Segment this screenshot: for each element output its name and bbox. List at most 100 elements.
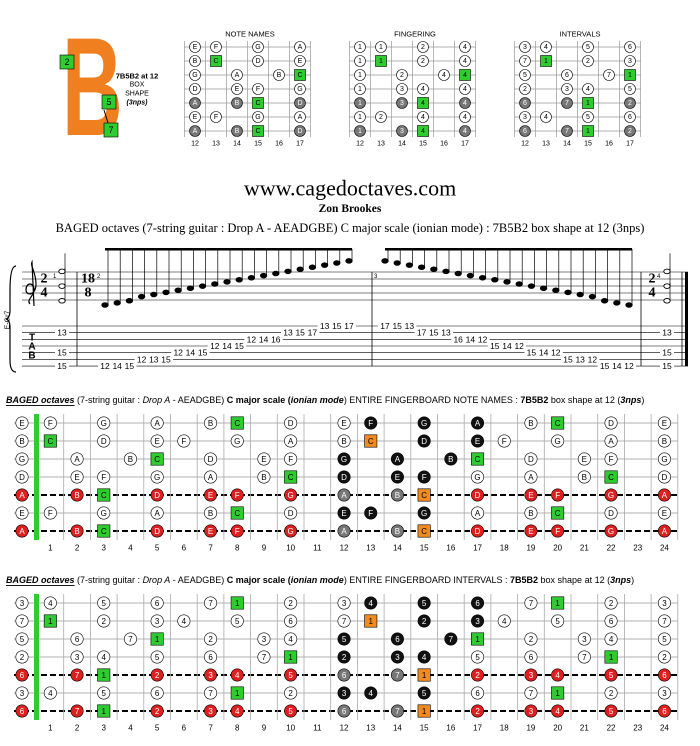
beam xyxy=(385,248,632,251)
note-marker xyxy=(230,668,244,682)
notehead xyxy=(588,293,597,300)
header-part: 3nps xyxy=(620,395,641,405)
note-marker xyxy=(123,632,137,646)
header-part: ) xyxy=(641,395,644,405)
note-label: 3 xyxy=(20,689,25,698)
note-marker xyxy=(204,416,218,430)
note-marker xyxy=(551,668,565,682)
mini-note-label: 4 xyxy=(463,114,467,121)
note-marker xyxy=(417,470,431,484)
notehead xyxy=(247,274,256,281)
tab-fret: 12 xyxy=(137,354,147,364)
note-marker xyxy=(97,686,111,700)
fret-number: 23 xyxy=(633,724,642,733)
mini-note-label: G xyxy=(192,72,197,79)
note-label: E xyxy=(662,419,667,428)
header-part: C major scale ( xyxy=(227,395,291,405)
note-label: D xyxy=(662,473,668,482)
note-marker xyxy=(390,488,404,502)
mini-note-label: 3 xyxy=(400,100,404,107)
note-marker xyxy=(15,686,29,700)
notehead xyxy=(613,300,621,306)
mini-note-marker xyxy=(459,41,471,53)
note-marker xyxy=(417,614,431,628)
note-marker xyxy=(657,524,671,538)
tab-fret: 16 xyxy=(453,334,463,344)
note-label: 6 xyxy=(155,689,160,698)
note-label: D xyxy=(341,473,347,482)
note-marker xyxy=(284,524,298,538)
note-marker xyxy=(551,686,565,700)
tab-fret: 13 xyxy=(57,328,67,338)
note-label: 5 xyxy=(155,653,160,662)
notehead xyxy=(259,272,268,279)
note-marker xyxy=(577,452,591,466)
note-marker xyxy=(604,650,618,664)
note-label: E xyxy=(582,455,587,464)
note-marker xyxy=(417,704,431,718)
tab-bg xyxy=(110,362,125,370)
mini-note-marker xyxy=(294,111,306,123)
note-label: B xyxy=(261,473,266,482)
note-label: F xyxy=(555,491,560,500)
note-label: C xyxy=(475,455,481,464)
note-marker xyxy=(70,668,84,682)
note-label: 7 xyxy=(75,707,80,716)
notehead xyxy=(174,287,182,294)
note-label: 7 xyxy=(75,671,80,680)
mini-note-marker xyxy=(354,69,366,81)
mini-note-marker xyxy=(624,83,636,95)
header-part: BAGED octaves xyxy=(6,575,75,585)
note-label: 6 xyxy=(20,671,25,680)
note-label: A xyxy=(154,419,160,428)
note-label: D xyxy=(208,455,214,464)
tab-fret: 17 xyxy=(380,321,390,331)
board-header: BAGED octaves (7-string guitar : Drop A … xyxy=(6,395,644,405)
mini-note-marker xyxy=(519,83,531,95)
note-label: C xyxy=(368,437,374,446)
note-marker xyxy=(657,452,671,466)
mini-note-label: 2 xyxy=(586,58,590,65)
notehead xyxy=(223,279,231,285)
note-marker xyxy=(604,614,618,628)
note-label: A xyxy=(19,527,25,536)
note-label: 6 xyxy=(208,653,213,662)
note-marker xyxy=(230,434,244,448)
notehead xyxy=(284,268,292,275)
tab-fret: 14 xyxy=(186,348,196,358)
note-marker xyxy=(97,704,111,718)
note-label: B xyxy=(74,527,79,536)
mini-note-label: 7 xyxy=(607,72,611,79)
note-label: B xyxy=(582,473,587,482)
note-marker xyxy=(417,650,431,664)
note-label: G xyxy=(608,527,614,536)
note-label: B xyxy=(528,509,533,518)
note-label: 7 xyxy=(529,689,534,698)
mini-note-label: 6 xyxy=(628,114,632,121)
note-marker xyxy=(417,524,431,538)
note-label: 2 xyxy=(288,689,293,698)
note-marker xyxy=(97,470,111,484)
note-label: G xyxy=(555,437,561,446)
header-part: - AEADGBE) xyxy=(170,575,227,585)
notehead xyxy=(296,266,304,273)
tab-fret: 12 xyxy=(247,334,257,344)
mini-note-marker xyxy=(540,111,552,123)
notehead xyxy=(58,283,66,289)
tab-fret: 14 xyxy=(502,341,512,351)
mini-note-label: 1 xyxy=(358,72,362,79)
fret-number: 8 xyxy=(235,544,240,553)
tab-bg xyxy=(378,322,392,330)
note-label: 3 xyxy=(529,671,534,680)
final-barline xyxy=(685,272,688,366)
mini-note-label: 1 xyxy=(586,128,590,135)
mini-note-marker xyxy=(231,97,243,109)
note-marker xyxy=(15,596,29,610)
note-marker xyxy=(657,614,671,628)
note-label: A xyxy=(154,509,160,518)
note-label: 2 xyxy=(529,635,534,644)
mini-note-label: 4 xyxy=(463,58,467,65)
mini-note-marker xyxy=(252,97,264,109)
notehead xyxy=(211,281,219,287)
notehead xyxy=(113,300,121,306)
